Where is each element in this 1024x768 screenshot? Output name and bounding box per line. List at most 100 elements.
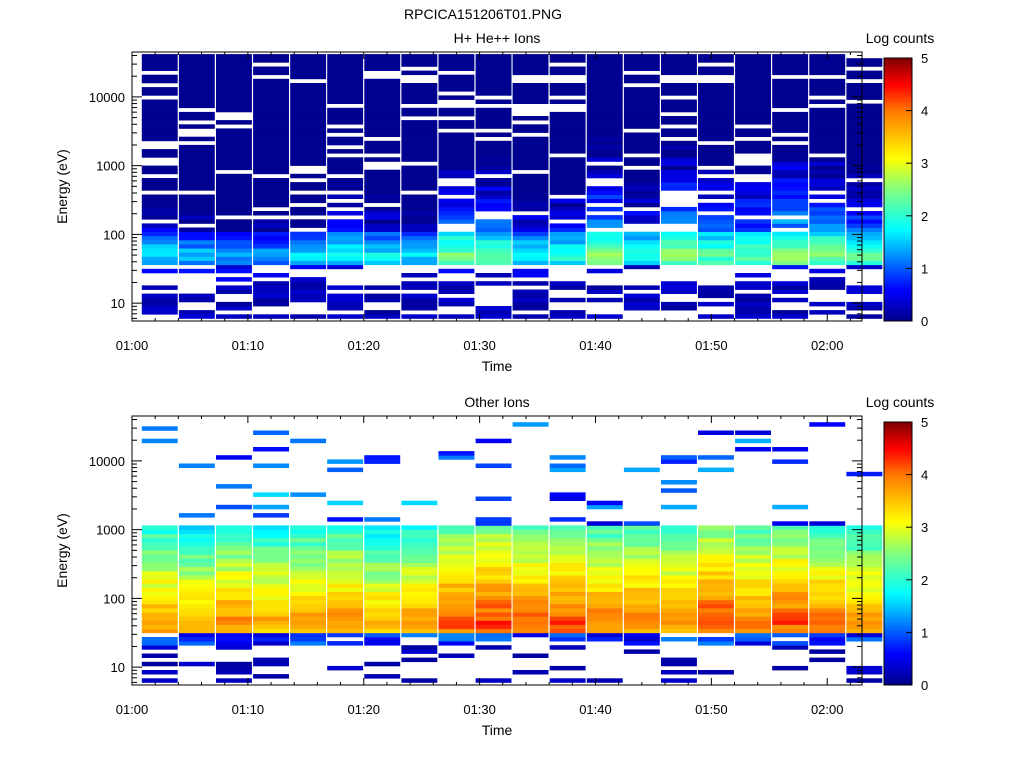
heatmap-cell — [661, 103, 697, 109]
heatmap-cell — [216, 620, 252, 625]
heatmap-cell — [698, 223, 734, 228]
heatmap-cell — [661, 595, 697, 601]
heatmap-cell — [772, 211, 809, 216]
heatmap-cell — [327, 525, 364, 530]
heatmap-cell — [141, 426, 178, 431]
heatmap-cell — [364, 116, 401, 121]
heatmap-cell — [253, 537, 289, 543]
heatmap-cell — [364, 587, 401, 592]
heatmap-cell — [475, 202, 512, 208]
heatmap-cell — [623, 173, 660, 179]
heatmap-cell — [178, 248, 215, 253]
heatmap-cell — [216, 570, 252, 576]
heatmap-cell — [549, 178, 586, 183]
heatmap-cell — [698, 570, 734, 576]
heatmap-cell — [327, 182, 364, 187]
heatmap-cell — [475, 525, 512, 530]
heatmap-cell — [253, 227, 289, 232]
heatmap-cell — [772, 558, 809, 563]
colorbar-segment — [884, 102, 912, 106]
heatmap-cell — [438, 66, 475, 71]
heatmap-cell — [141, 537, 178, 543]
heatmap-cell — [698, 579, 734, 584]
heatmap-cell — [512, 215, 549, 220]
heatmap-cell — [512, 608, 549, 613]
colorbar-segment — [884, 58, 912, 62]
colorbar-segment — [884, 487, 912, 491]
heatmap-cell — [216, 248, 252, 253]
heatmap-cell — [178, 198, 215, 204]
heatmap-cell — [809, 260, 846, 266]
heatmap-cell — [623, 111, 660, 117]
colorbar-tick-label: 2 — [921, 573, 928, 588]
heatmap-cell — [735, 58, 771, 63]
heatmap-cell — [216, 608, 252, 613]
heatmap-cell — [549, 558, 586, 563]
heatmap-cell — [586, 542, 623, 547]
heatmap-cell — [586, 562, 623, 568]
heatmap-cell — [475, 579, 512, 584]
heatmap-cell — [253, 525, 289, 530]
heatmap-cell — [772, 550, 809, 555]
heatmap-cell — [735, 537, 771, 543]
heatmap-cell — [512, 128, 549, 133]
colorbar-segment — [884, 477, 912, 481]
heatmap-cell — [586, 537, 623, 543]
colorbar-segment — [884, 450, 912, 455]
colorbar-segment — [884, 136, 912, 141]
heatmap-cell — [623, 297, 660, 303]
heatmap-cell — [512, 202, 549, 208]
heatmap-cell — [549, 529, 586, 535]
heatmap-cell — [290, 542, 327, 547]
heatmap-cell — [364, 608, 401, 613]
heatmap-cell — [178, 206, 215, 212]
heatmap-cell — [586, 500, 623, 506]
x-tick-label: 01:20 — [347, 702, 380, 717]
heatmap-cell — [623, 194, 660, 199]
heatmap-cell — [735, 285, 771, 290]
heatmap-cell — [216, 186, 252, 191]
heatmap-cell — [809, 239, 846, 245]
heatmap-cell — [809, 91, 846, 96]
heatmap-cell — [290, 136, 327, 142]
heatmap-cell — [698, 293, 734, 299]
heatmap-cell — [401, 178, 438, 183]
heatmap-cell — [253, 591, 289, 596]
heatmap-cell — [141, 285, 178, 290]
heatmap-cell — [141, 91, 178, 96]
heatmap-cell — [364, 62, 401, 67]
heatmap-cell — [216, 533, 252, 539]
colorbar-segment — [884, 616, 912, 620]
heatmap-cell — [549, 624, 586, 630]
heatmap-cell — [141, 575, 178, 580]
heatmap-cell — [401, 570, 438, 576]
heatmap-cell — [401, 58, 438, 63]
heatmap-cell — [401, 566, 438, 572]
heatmap-cell — [735, 83, 771, 88]
heatmap-cell — [809, 132, 846, 137]
heatmap-cell — [216, 62, 252, 67]
heatmap-cell — [549, 579, 586, 584]
heatmap-cell — [438, 87, 475, 92]
heatmap-cell — [772, 641, 809, 646]
heatmap-cell — [586, 268, 623, 274]
heatmap-cell — [178, 78, 215, 84]
heatmap-cell — [586, 194, 623, 199]
x-axis-label: Time — [482, 358, 513, 374]
heatmap-cell — [178, 99, 215, 104]
heatmap-cell — [809, 562, 846, 568]
heatmap-cell — [253, 165, 289, 171]
heatmap-cell — [141, 550, 178, 555]
heatmap-cell — [364, 248, 401, 253]
colorbar-segment — [884, 152, 912, 156]
heatmap-cell — [698, 124, 734, 129]
heatmap-cell — [438, 537, 475, 543]
heatmap-cell — [401, 537, 438, 543]
heatmap-cell — [772, 533, 809, 539]
heatmap-cell — [290, 62, 327, 67]
heatmap-cell — [809, 632, 846, 638]
colorbar-segment — [884, 542, 912, 547]
heatmap-cell — [512, 99, 549, 104]
heatmap-cell — [253, 83, 289, 88]
